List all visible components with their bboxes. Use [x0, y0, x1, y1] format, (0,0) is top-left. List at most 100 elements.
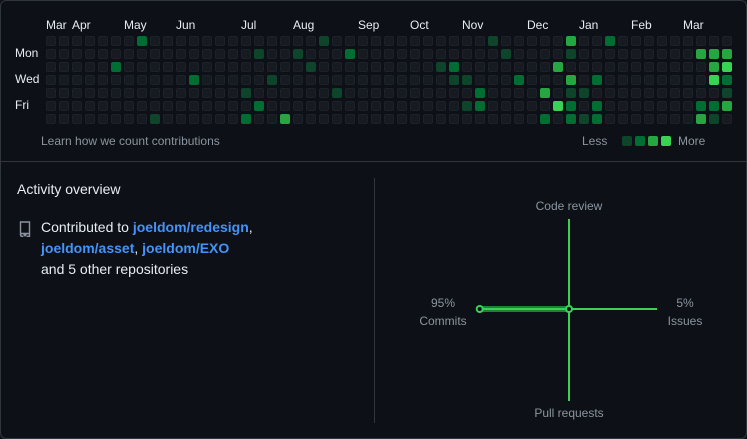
contribution-day-cell[interactable]	[306, 88, 316, 98]
contribution-day-cell[interactable]	[59, 75, 69, 85]
contribution-day-cell[interactable]	[332, 49, 342, 59]
contribution-day-cell[interactable]	[488, 62, 498, 72]
contribution-day-cell[interactable]	[657, 88, 667, 98]
contribution-day-cell[interactable]	[371, 62, 381, 72]
contribution-day-cell[interactable]	[657, 101, 667, 111]
contribution-day-cell[interactable]	[514, 62, 524, 72]
contribution-day-cell[interactable]	[579, 88, 589, 98]
contribution-day-cell[interactable]	[540, 62, 550, 72]
contribution-day-cell[interactable]	[410, 62, 420, 72]
contribution-day-cell[interactable]	[111, 114, 121, 124]
contribution-day-cell[interactable]	[293, 88, 303, 98]
contribution-day-cell[interactable]	[644, 49, 654, 59]
contribution-day-cell[interactable]	[592, 101, 602, 111]
contribution-day-cell[interactable]	[566, 62, 576, 72]
contribution-day-cell[interactable]	[202, 49, 212, 59]
contribution-day-cell[interactable]	[267, 62, 277, 72]
contribution-day-cell[interactable]	[85, 36, 95, 46]
contribution-day-cell[interactable]	[605, 49, 615, 59]
contribution-day-cell[interactable]	[501, 88, 511, 98]
contribution-day-cell[interactable]	[514, 36, 524, 46]
contribution-day-cell[interactable]	[228, 88, 238, 98]
contribution-day-cell[interactable]	[267, 75, 277, 85]
contribution-day-cell[interactable]	[449, 75, 459, 85]
contribution-day-cell[interactable]	[293, 36, 303, 46]
contribution-day-cell[interactable]	[215, 75, 225, 85]
contribution-day-cell[interactable]	[683, 49, 693, 59]
contribution-day-cell[interactable]	[527, 101, 537, 111]
contribution-day-cell[interactable]	[696, 36, 706, 46]
contribution-day-cell[interactable]	[163, 62, 173, 72]
contribution-day-cell[interactable]	[241, 49, 251, 59]
contribution-day-cell[interactable]	[137, 101, 147, 111]
contribution-day-cell[interactable]	[358, 101, 368, 111]
contribution-day-cell[interactable]	[670, 75, 680, 85]
contribution-day-cell[interactable]	[228, 62, 238, 72]
contribution-day-cell[interactable]	[358, 75, 368, 85]
contribution-day-cell[interactable]	[501, 101, 511, 111]
contribution-day-cell[interactable]	[150, 62, 160, 72]
contribution-day-cell[interactable]	[163, 75, 173, 85]
contribution-day-cell[interactable]	[592, 88, 602, 98]
contribution-day-cell[interactable]	[254, 101, 264, 111]
contribution-day-cell[interactable]	[163, 101, 173, 111]
contribution-day-cell[interactable]	[605, 88, 615, 98]
contribution-day-cell[interactable]	[618, 114, 628, 124]
contribution-day-cell[interactable]	[579, 36, 589, 46]
contribution-day-cell[interactable]	[358, 88, 368, 98]
contribution-day-cell[interactable]	[631, 114, 641, 124]
contribution-day-cell[interactable]	[46, 62, 56, 72]
contribution-day-cell[interactable]	[501, 75, 511, 85]
contribution-day-cell[interactable]	[72, 114, 82, 124]
contribution-day-cell[interactable]	[540, 75, 550, 85]
contribution-day-cell[interactable]	[644, 114, 654, 124]
contribution-day-cell[interactable]	[592, 49, 602, 59]
contribution-day-cell[interactable]	[228, 75, 238, 85]
contribution-day-cell[interactable]	[644, 62, 654, 72]
contribution-day-cell[interactable]	[657, 49, 667, 59]
contribution-day-cell[interactable]	[436, 101, 446, 111]
contribution-day-cell[interactable]	[475, 62, 485, 72]
contribution-day-cell[interactable]	[215, 101, 225, 111]
contribution-day-cell[interactable]	[228, 114, 238, 124]
contribution-day-cell[interactable]	[566, 114, 576, 124]
contribution-day-cell[interactable]	[436, 62, 446, 72]
contribution-day-cell[interactable]	[59, 101, 69, 111]
contribution-day-cell[interactable]	[644, 101, 654, 111]
contribution-day-cell[interactable]	[59, 114, 69, 124]
contribution-day-cell[interactable]	[553, 101, 563, 111]
contribution-day-cell[interactable]	[618, 88, 628, 98]
contribution-day-cell[interactable]	[176, 49, 186, 59]
contribution-day-cell[interactable]	[462, 88, 472, 98]
contribution-day-cell[interactable]	[475, 36, 485, 46]
contribution-day-cell[interactable]	[605, 114, 615, 124]
contribution-day-cell[interactable]	[332, 75, 342, 85]
contribution-day-cell[interactable]	[124, 62, 134, 72]
contribution-day-cell[interactable]	[163, 36, 173, 46]
contribution-day-cell[interactable]	[85, 88, 95, 98]
contribution-day-cell[interactable]	[553, 88, 563, 98]
contribution-day-cell[interactable]	[644, 36, 654, 46]
contribution-day-cell[interactable]	[722, 49, 732, 59]
contribution-day-cell[interactable]	[683, 75, 693, 85]
contribution-day-cell[interactable]	[527, 49, 537, 59]
contribution-day-cell[interactable]	[397, 75, 407, 85]
contribution-day-cell[interactable]	[540, 36, 550, 46]
contribution-day-cell[interactable]	[397, 114, 407, 124]
contribution-day-cell[interactable]	[501, 114, 511, 124]
contribution-day-cell[interactable]	[150, 114, 160, 124]
contribution-day-cell[interactable]	[553, 36, 563, 46]
contribution-day-cell[interactable]	[579, 75, 589, 85]
contribution-day-cell[interactable]	[124, 114, 134, 124]
contribution-day-cell[interactable]	[423, 114, 433, 124]
contribution-day-cell[interactable]	[215, 62, 225, 72]
contribution-day-cell[interactable]	[280, 62, 290, 72]
contribution-day-cell[interactable]	[436, 75, 446, 85]
contribution-day-cell[interactable]	[605, 101, 615, 111]
contribution-day-cell[interactable]	[137, 62, 147, 72]
contribution-day-cell[interactable]	[267, 114, 277, 124]
contribution-day-cell[interactable]	[384, 75, 394, 85]
contribution-day-cell[interactable]	[423, 36, 433, 46]
repo-link-exo[interactable]: joeldom/EXO	[142, 240, 230, 256]
contribution-day-cell[interactable]	[631, 49, 641, 59]
